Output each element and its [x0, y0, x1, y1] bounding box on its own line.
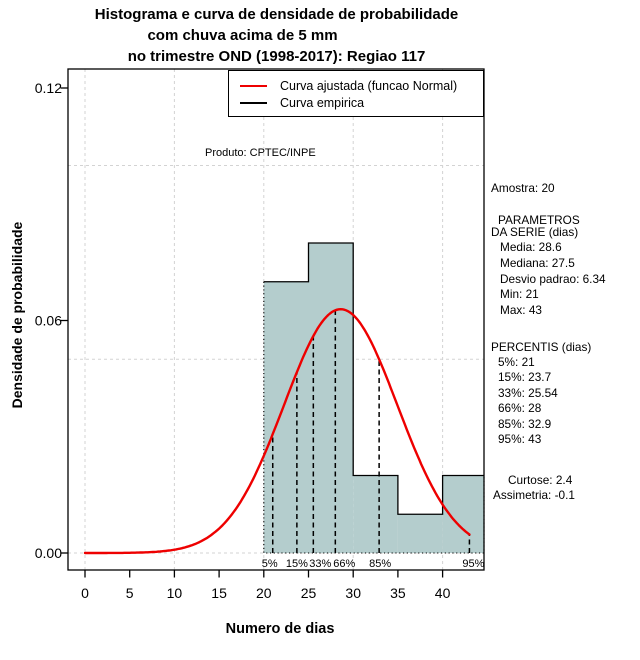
- empirical-step-curve: [263, 242, 484, 515]
- percentile-label: 85%: [369, 558, 391, 570]
- x-tick-label: 0: [81, 585, 89, 601]
- percentile-label: 33%: [309, 558, 331, 570]
- histogram-bar: [353, 475, 398, 553]
- legend-entry-fitted: Curva ajustada (funcao Normal): [240, 78, 457, 94]
- stat-desvio-padrao: Desvio padrao: 6.34: [500, 272, 606, 286]
- stat-parametros-title: PARAMETROS: [498, 213, 580, 227]
- x-tick-label: 5: [126, 585, 134, 601]
- x-axis-title: Numero de dias: [225, 621, 335, 637]
- legend: Curva ajustada (funcao Normal) Curva emp…: [228, 70, 484, 117]
- stat-percentil-15: 15%: 23.7: [498, 370, 552, 384]
- legend-entry-empirical: Curva empirica: [240, 95, 364, 111]
- stat-max: Max: 43: [500, 303, 542, 317]
- stat-percentil-85: 85%: 32.9: [498, 417, 552, 431]
- percentile-label: 95%: [462, 558, 484, 570]
- legend-label-empirical: Curva empirica: [280, 96, 365, 110]
- legend-label-fitted: Curva ajustada (funcao Normal): [280, 79, 458, 93]
- empirical-curve-line-icon: [240, 102, 267, 104]
- fitted-normal-curve: [83, 308, 471, 555]
- chart-title-line1: Histograma e curva de densidade de proba…: [94, 6, 459, 23]
- x-tick-label: 35: [390, 585, 406, 601]
- stat-percentil-95: 95%: 43: [498, 432, 542, 446]
- histogram-bar: [263, 281, 309, 553]
- x-tick-label: 25: [301, 585, 317, 601]
- stat-percentil-33: 33%: 25.54: [498, 386, 558, 400]
- x-tick-label: 30: [345, 585, 361, 601]
- percentile-label: 66%: [333, 558, 355, 570]
- stat-parametros-subtitle: DA SERIE (dias): [491, 225, 579, 239]
- x-tick-label: 10: [167, 585, 183, 601]
- stat-percentil-66: 66%: 28: [498, 401, 542, 415]
- y-axis-title: Densidade de probabilidade: [9, 221, 25, 409]
- plot-box: [67, 68, 485, 571]
- x-tick-label: 20: [256, 585, 272, 601]
- percentile-label: 5%: [262, 558, 278, 570]
- percentile-label: 15%: [286, 558, 308, 570]
- stat-amostra: Amostra: 20: [491, 181, 555, 195]
- stat-percentil-5: 5%: 21: [498, 355, 535, 369]
- product-label: Produto: CPTEC/INPE: [205, 147, 316, 159]
- y-tick-label: 0.00: [35, 545, 62, 561]
- stat-media: Media: 28.6: [500, 240, 562, 254]
- stat-min: Min: 21: [500, 287, 539, 301]
- stat-mediana: Mediana: 27.5: [500, 256, 575, 270]
- chart-title-line2: com chuva acima de 5 mm: [147, 27, 338, 44]
- stat-percentis-title: PERCENTIS (dias): [491, 340, 592, 354]
- y-tick-label: 0.06: [35, 313, 62, 329]
- x-tick-label: 40: [435, 585, 451, 601]
- histogram-bar: [308, 243, 354, 553]
- y-tick-label: 0.12: [35, 80, 62, 96]
- stat-curtose: Curtose: 2.4: [508, 473, 573, 487]
- stat-assimetria: Assimetria: -0.1: [493, 488, 575, 502]
- chart-title-line3: no trimestre OND (1998-2017): Regiao 117: [127, 48, 426, 65]
- x-tick-label: 15: [211, 585, 227, 601]
- fitted-curve-line-icon: [240, 85, 267, 87]
- histogram-bar: [397, 514, 443, 553]
